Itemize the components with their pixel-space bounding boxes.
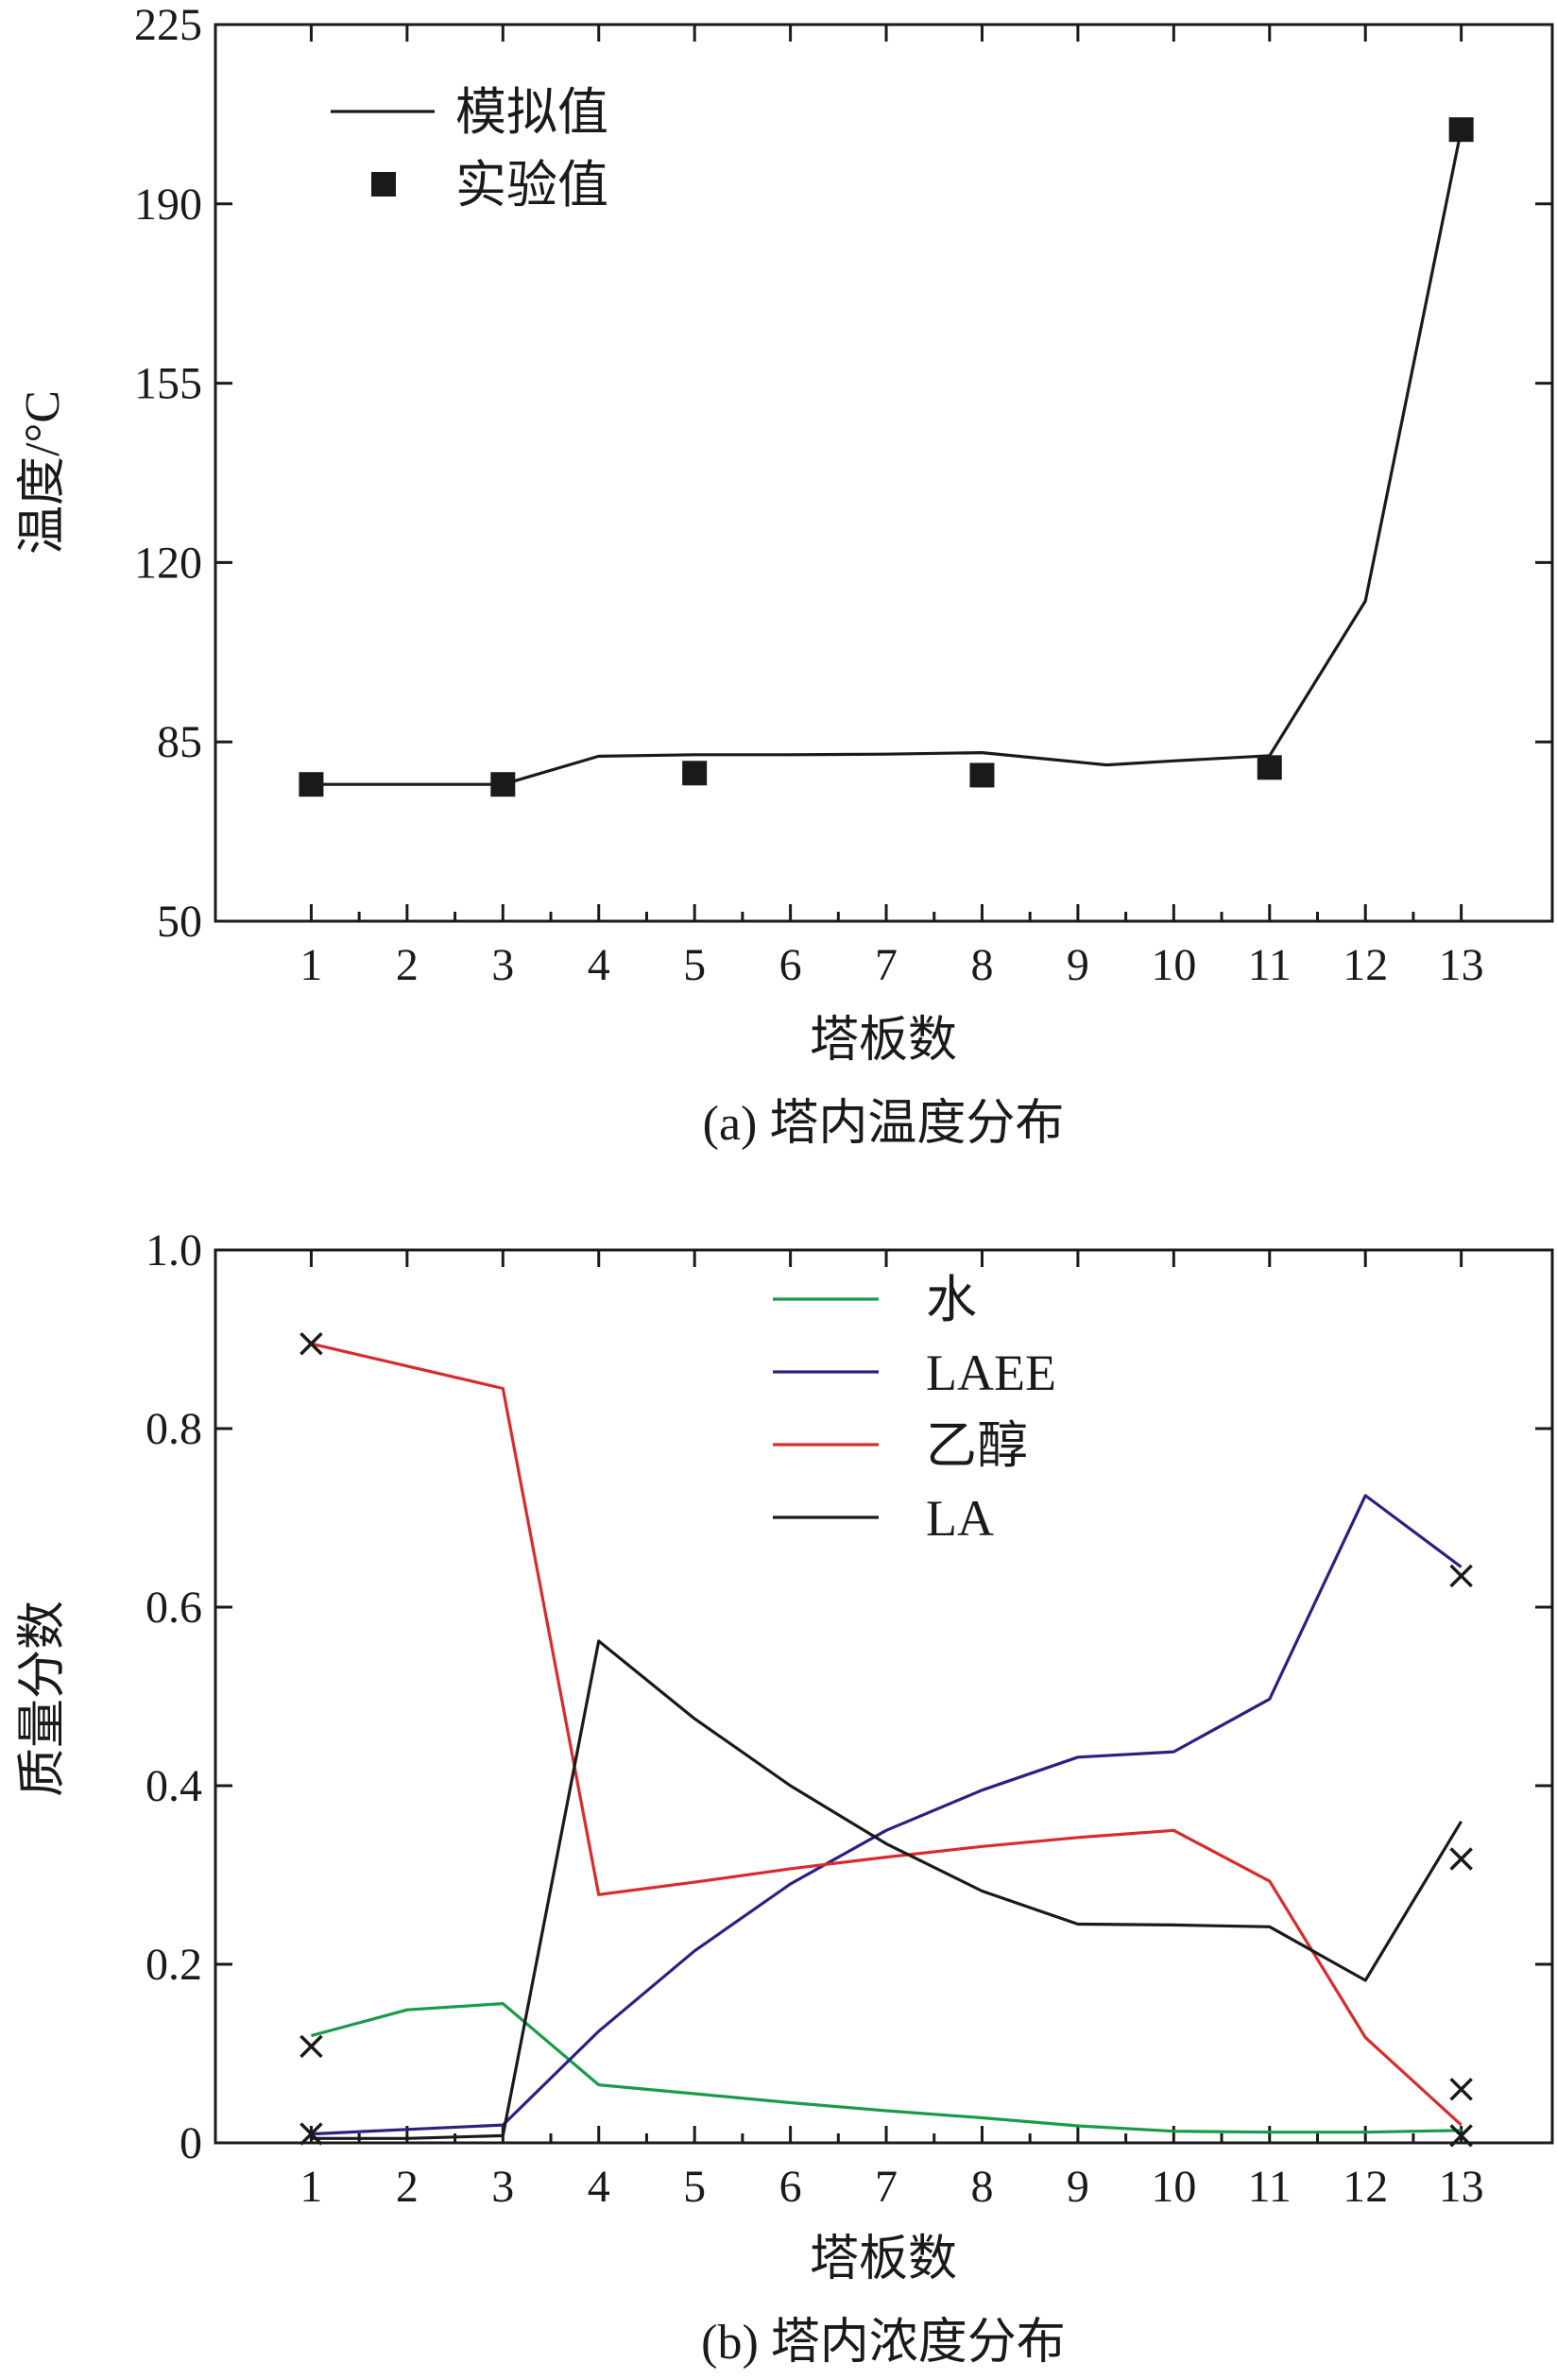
panel-caption: (b) 塔内浓度分布 (701, 2316, 1066, 2370)
y-axis-title: 质量分数 (16, 1601, 70, 1797)
x-tick-label: 8 (970, 940, 993, 990)
x-tick-label: 12 (1343, 2162, 1388, 2212)
x-axis: 1 2 3 4 5 6 7 8 9 10 11 12 13 (299, 1250, 1484, 2212)
series-line-0 (311, 128, 1463, 786)
y-tick-label: 0.2 (145, 1940, 202, 1990)
y-axis-title: 温度/°C (16, 390, 70, 555)
x-tick-label: 7 (875, 940, 898, 990)
legend-label-1: LAEE (926, 1344, 1056, 1401)
x-tick-label: 4 (588, 2162, 610, 2212)
x-tick-label: 13 (1439, 940, 1484, 990)
y-tick-label: 50 (157, 897, 202, 947)
x-tick-label: 12 (1343, 940, 1388, 990)
x-axis-title: 塔板数 (810, 1014, 957, 1068)
y-axis: 50 85 120 155 190 225 (134, 0, 1552, 947)
data-point-square (1257, 755, 1282, 780)
x-stroke (299, 2122, 323, 2146)
data-point-square (299, 772, 324, 797)
legend-label-0: 模拟值 (455, 84, 608, 141)
plot-frame (214, 23, 1554, 923)
data-point-x (1449, 2124, 1473, 2148)
series-line-0 (310, 2002, 1462, 2134)
series-layer (299, 117, 1474, 797)
legend-marker-1 (371, 172, 396, 197)
legend-label-2: 乙醇 (926, 1417, 1028, 1474)
x-tick-label: 9 (1067, 940, 1089, 990)
x-tick-label: 1 (299, 940, 322, 990)
x-stroke (1449, 1564, 1473, 1588)
x-stroke (1449, 1847, 1473, 1871)
y-axis: 0 0.2 0.4 0.6 0.8 1.0 (145, 1225, 1552, 2168)
series-line-3 (311, 1639, 1463, 2140)
y-tick-label: 155 (134, 359, 202, 409)
x-tick-label: 4 (588, 940, 610, 990)
x-tick-label: 3 (491, 2162, 514, 2212)
x-tick-label: 5 (683, 2162, 706, 2212)
y-tick-label: 190 (134, 180, 202, 230)
data-point-x (1449, 1847, 1473, 1871)
x-tick-label: 3 (491, 940, 514, 990)
x-tick-label: 1 (299, 2162, 322, 2212)
x-tick-label: 2 (396, 940, 419, 990)
x-tick-label: 6 (779, 940, 802, 990)
x-tick-label: 11 (1248, 2162, 1292, 2212)
x-tick-label: 2 (396, 2162, 419, 2212)
series-line-1 (311, 1494, 1463, 2136)
y-tick-label: 120 (134, 538, 202, 588)
x-stroke (1449, 2078, 1473, 2101)
x-tick-label: 10 (1151, 2162, 1196, 2212)
x-stroke (299, 1331, 323, 1356)
y-tick-label: 0.4 (145, 1761, 202, 1811)
plot-frame (214, 1248, 1554, 2145)
x-stroke (1449, 2124, 1473, 2148)
x-axis-title: 塔板数 (810, 2233, 957, 2286)
concentration-chart: 1 2 3 4 5 6 7 8 9 10 11 12 13 00.20.40.60.81.0 水LAEE… (16, 1225, 1554, 2370)
data-point-square (969, 762, 995, 788)
x-tick-label: 13 (1439, 2162, 1484, 2212)
x-axis: 1 2 3 4 5 6 7 8 9 10 11 12 13 (299, 25, 1484, 990)
y-tick-label: 0.6 (145, 1583, 202, 1633)
x-tick-label: 7 (875, 2162, 898, 2212)
data-point-x (299, 2034, 323, 2059)
data-point-square (490, 772, 516, 797)
data-point-square (1448, 117, 1474, 143)
data-point-square (682, 761, 708, 786)
x-stroke (299, 2034, 323, 2059)
series-line-2 (311, 1342, 1463, 2127)
x-tick-label: 6 (779, 2162, 802, 2212)
data-point-x (1449, 1564, 1473, 1588)
y-tick-label: 0.8 (145, 1404, 202, 1454)
data-point-x (299, 1331, 323, 1356)
y-tick-label: 225 (134, 0, 202, 50)
panel-caption: (a) 塔内温度分布 (703, 1097, 1065, 1151)
y-tick-label: 85 (157, 717, 202, 767)
x-tick-label: 5 (683, 940, 706, 990)
x-tick-label: 11 (1248, 940, 1292, 990)
legend: 水 LAEE 乙醇 LA (773, 1272, 1056, 1547)
data-point-x (299, 2122, 323, 2146)
legend-label-1: 实验值 (455, 157, 608, 214)
x-tick-label: 8 (970, 2162, 993, 2212)
y-tick-label: 0 (180, 2118, 202, 2168)
x-tick-label: 10 (1151, 940, 1196, 990)
legend-label-3: LA (926, 1490, 994, 1547)
x-tick-label: 9 (1067, 2162, 1089, 2212)
data-point-x (1449, 2078, 1473, 2101)
legend-label-0: 水 (926, 1272, 977, 1328)
series-layer (299, 1331, 1473, 2148)
y-tick-label: 1.0 (145, 1225, 202, 1276)
